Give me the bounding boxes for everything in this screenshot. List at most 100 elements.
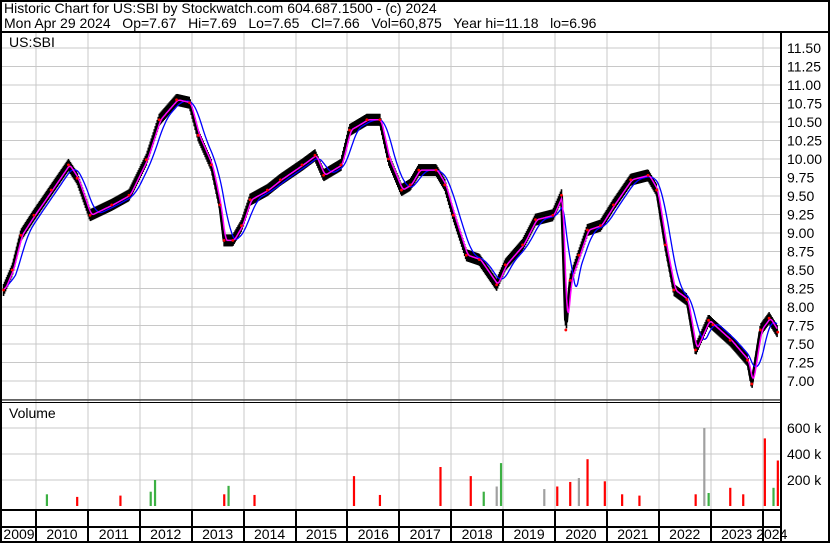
chart-title: Historic Chart for US:SBI by Stockwatch.… (4, 0, 437, 16)
price-point (127, 193, 131, 197)
year-label: 2015 (306, 526, 337, 542)
price-point (157, 118, 161, 122)
price-point (577, 253, 581, 257)
price-point (586, 228, 589, 232)
price-point (568, 278, 572, 282)
price-tick-label: 8.00 (787, 299, 814, 315)
volume-bar (439, 467, 442, 506)
year-label: 2020 (565, 526, 596, 542)
volume-bar (227, 485, 230, 506)
volume-bar (223, 494, 226, 506)
volume-bar (603, 481, 606, 506)
volume-bar (543, 489, 546, 506)
year-label: 2012 (150, 526, 181, 542)
volume-bar (729, 487, 732, 506)
symbol-label: US:SBI (9, 34, 55, 50)
price-point (2, 288, 5, 292)
price-point (564, 328, 568, 332)
volume-bar (153, 480, 157, 506)
price-tick-label: 9.50 (787, 188, 814, 204)
price-series (2, 93, 780, 388)
volume-bar (119, 495, 122, 506)
price-tick-label: 10.00 (787, 151, 822, 167)
volume-bar (694, 494, 697, 506)
volume-bars (45, 428, 779, 506)
price-point (67, 163, 70, 167)
volume-tick-label: 200 k (787, 472, 822, 488)
price-point (464, 253, 468, 257)
price-point (240, 224, 243, 228)
volume-bar (703, 428, 706, 506)
price-point (300, 163, 304, 167)
price-tick-label: 11.25 (787, 59, 821, 75)
year-label: 2017 (410, 526, 441, 542)
price-point (646, 173, 650, 177)
price-tick-label: 10.50 (787, 114, 822, 130)
volume-label: Volume (9, 405, 56, 421)
grid-lines (2, 33, 781, 510)
price-point (728, 338, 732, 342)
price-tick-label: 11.50 (787, 40, 821, 56)
volume-bar (621, 494, 624, 506)
price-point (443, 183, 447, 187)
price-tick-label: 7.50 (787, 336, 814, 352)
volume-bar (772, 487, 775, 506)
year-label: 2022 (669, 526, 700, 542)
volume-bar (469, 476, 472, 506)
price-point (378, 118, 382, 122)
volume-bar (569, 481, 572, 506)
volume-bar (586, 459, 589, 506)
price-tick-label: 8.50 (787, 262, 814, 278)
price-point (32, 213, 36, 217)
price-point (551, 213, 555, 217)
price-tick-label: 9.25 (787, 207, 814, 223)
long-moving-average-line (3, 100, 778, 368)
price-point (196, 133, 200, 137)
price-point (672, 288, 676, 292)
price-point (759, 328, 762, 332)
price-point (188, 101, 191, 105)
price-point (750, 382, 754, 386)
price-point (776, 330, 780, 334)
price-point (408, 183, 412, 187)
price-tick-label: 10.75 (787, 96, 822, 112)
price-point (629, 178, 633, 182)
price-point (767, 316, 771, 320)
volume-bar (149, 491, 152, 506)
price-point (175, 98, 178, 102)
price-point (322, 173, 326, 177)
price-point (231, 239, 235, 242)
volume-bar (45, 494, 49, 506)
price-tick-label: 8.75 (787, 244, 814, 260)
volume-bar (577, 478, 580, 506)
price-tick-label: 7.00 (787, 373, 814, 389)
year-label: 2011 (99, 526, 129, 542)
volume-bar (742, 494, 745, 506)
price-point (521, 243, 524, 247)
price-point (611, 203, 615, 207)
price-point (49, 188, 53, 192)
price-point (265, 188, 269, 192)
price-point (746, 358, 749, 362)
year-label: 2009 (3, 526, 34, 542)
price-point (88, 213, 92, 217)
price-point (387, 157, 390, 161)
price-point (655, 188, 659, 192)
volume-bar (495, 486, 498, 506)
price-point (711, 323, 715, 327)
price-point (599, 224, 602, 228)
year-label: 2014 (254, 526, 285, 542)
price-point (209, 163, 213, 167)
price-tick-label: 8.25 (787, 281, 814, 297)
price-tick-label: 11.00 (787, 77, 821, 93)
price-point (222, 239, 226, 242)
volume-bar (707, 493, 710, 506)
volume-bar (378, 494, 382, 506)
price-tick-label: 9.00 (787, 225, 814, 241)
price-point (503, 263, 507, 267)
price-point (10, 268, 14, 272)
year-label: 2021 (617, 526, 648, 542)
volume-tick-label: 600 k (787, 420, 822, 436)
